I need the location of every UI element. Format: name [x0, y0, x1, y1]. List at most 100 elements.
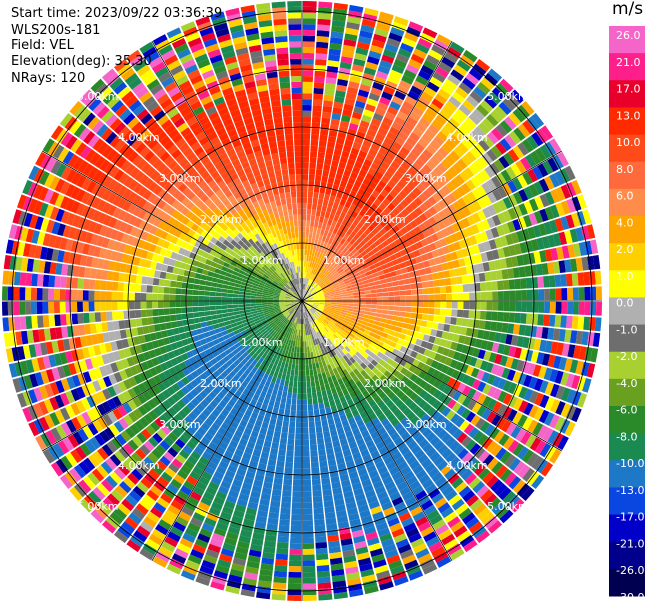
- range-gate: [152, 316, 160, 324]
- range-gate: [302, 456, 310, 463]
- range-gate: [273, 576, 287, 584]
- range-gate: [320, 247, 326, 254]
- range-gate: [499, 78, 514, 93]
- range-gate: [258, 90, 269, 98]
- range-gate: [374, 185, 384, 194]
- range-gate: [297, 290, 300, 296]
- range-gate: [419, 268, 427, 276]
- range-gate: [296, 272, 299, 279]
- range-gate: [310, 450, 318, 457]
- range-gate: [302, 168, 309, 175]
- range-gate: [400, 217, 410, 227]
- range-gate: [400, 126, 412, 137]
- range-gate: [270, 251, 276, 258]
- range-gate: [293, 127, 302, 134]
- range-gate: [267, 220, 273, 228]
- range-gate: [264, 247, 271, 255]
- range-gate: [360, 144, 370, 154]
- range-gate: [344, 139, 354, 148]
- range-gate: [416, 282, 423, 289]
- range-gate: [160, 119, 173, 131]
- range-gate: [192, 301, 199, 307]
- range-gate: [384, 170, 394, 180]
- range-gate: [316, 271, 321, 277]
- range-gate: [552, 154, 564, 170]
- range-gate: [7, 301, 14, 316]
- range-gate: [516, 230, 525, 243]
- range-gate: [232, 228, 241, 236]
- range-gate: [584, 286, 591, 301]
- range-gate: [569, 258, 578, 272]
- range-gate: [132, 82, 146, 95]
- range-gate: [313, 269, 318, 276]
- range-gate: [494, 105, 508, 119]
- range-gate: [77, 301, 84, 313]
- range-gate: [175, 314, 183, 321]
- range-gate: [328, 54, 341, 62]
- range-gate: [315, 286, 321, 291]
- range-gate: [302, 571, 316, 578]
- range-gate: [295, 168, 302, 175]
- range-gate: [170, 91, 184, 103]
- range-gate: [48, 301, 55, 314]
- range-gate: [288, 214, 294, 222]
- range-gate: [303, 335, 307, 342]
- range-gate: [495, 270, 503, 280]
- range-gate: [310, 220, 315, 227]
- range-gate: [287, 232, 292, 239]
- range-gate: [366, 56, 380, 65]
- range-gate: [491, 281, 498, 291]
- range-gate: [457, 197, 467, 209]
- range-gate: [329, 213, 335, 221]
- range-gate: [186, 289, 193, 295]
- range-gate: [210, 314, 218, 320]
- range-gate: [285, 192, 291, 199]
- range-gate: [280, 501, 291, 509]
- range-gate: [273, 256, 279, 263]
- range-gate: [501, 223, 511, 235]
- range-gate: [317, 24, 331, 32]
- range-gate: [379, 227, 387, 236]
- range-gate: [210, 282, 218, 288]
- range-gate: [292, 496, 302, 503]
- range-gate: [410, 177, 420, 187]
- range-gate: [299, 289, 301, 296]
- range-gate: [455, 231, 464, 241]
- range-gate: [456, 158, 468, 170]
- range-gate: [232, 35, 247, 45]
- range-gate: [558, 231, 568, 246]
- range-gate: [342, 298, 349, 301]
- range-gate: [456, 186, 467, 197]
- range-gate: [393, 184, 403, 194]
- range-gate: [212, 215, 221, 224]
- range-gate: [255, 78, 268, 87]
- range-gate: [186, 191, 196, 201]
- range-gate: [294, 445, 302, 451]
- range-gate: [165, 272, 173, 280]
- range-gate: [221, 297, 228, 301]
- range-gate: [400, 267, 408, 274]
- range-gate: [400, 226, 409, 235]
- range-gate: [368, 281, 376, 287]
- range-gate: [363, 235, 371, 243]
- range-gate: [458, 258, 466, 267]
- range-gate: [358, 209, 367, 217]
- range-gate: [421, 133, 433, 144]
- range-gate: [394, 296, 401, 301]
- range-gate: [295, 162, 302, 169]
- range-gate: [302, 289, 305, 296]
- range-gate: [363, 158, 373, 168]
- range-gate: [328, 287, 335, 291]
- range-gate: [193, 284, 200, 290]
- range-gate: [294, 439, 302, 446]
- range-gate: [215, 309, 223, 315]
- range-gate: [293, 220, 298, 227]
- range-gate: [285, 238, 290, 246]
- range-gate: [369, 285, 377, 290]
- range-gate: [264, 241, 271, 248]
- range-gate: [312, 293, 318, 297]
- range-gate: [250, 293, 257, 297]
- range-gate: [359, 291, 366, 295]
- range-gate: [442, 245, 450, 255]
